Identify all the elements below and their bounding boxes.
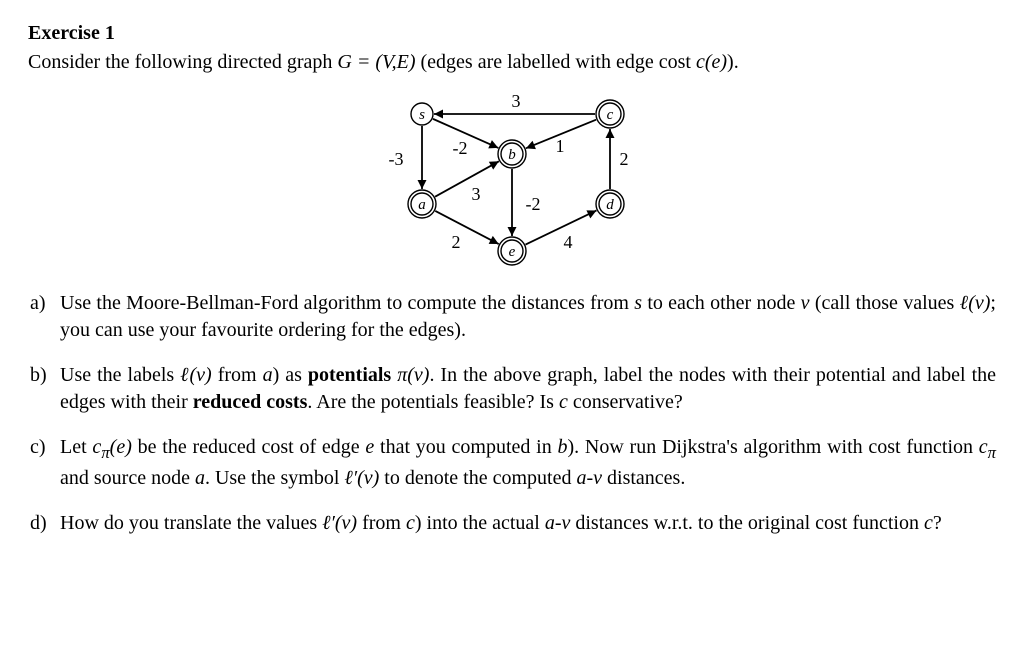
part-c-cpi: cπ(e): [92, 436, 131, 458]
part-c-a: a: [195, 467, 205, 489]
svg-text:-3: -3: [389, 149, 404, 169]
svg-text:2: 2: [620, 149, 629, 169]
part-b-c: c: [559, 391, 568, 413]
svg-text:a: a: [418, 197, 426, 213]
part-d-t4: distances w.r.t. to the original cost fu…: [570, 512, 924, 534]
part-a-t3: (call those values: [810, 292, 960, 314]
intro-end: ).: [727, 51, 739, 73]
part-b-t5: . Are the potentials feasible? Is: [307, 391, 559, 413]
exercise-title: Exercise 1: [28, 20, 996, 47]
svg-text:e: e: [509, 244, 516, 260]
part-b-lv: ℓ(v): [180, 364, 212, 386]
intro-line: Consider the following directed graph G …: [28, 49, 996, 76]
part-c-ee: e: [365, 436, 374, 458]
part-d-cc: c: [406, 512, 415, 534]
intro-graph: G = (V,E): [337, 51, 415, 73]
intro-prefix: Consider the following directed graph: [28, 51, 337, 73]
part-d-t3: ) into the actual: [415, 512, 545, 534]
part-d-c: c: [924, 512, 933, 534]
part-b-marker: b): [30, 362, 47, 389]
svg-text:s: s: [419, 107, 425, 123]
part-a-marker: a): [30, 290, 46, 317]
part-c-t7: to denote the computed: [379, 467, 576, 489]
svg-text:-2: -2: [453, 138, 468, 158]
exercise-parts: a) Use the Moore-Bellman-Ford algorithm …: [28, 290, 996, 537]
part-c-marker: c): [30, 434, 46, 461]
svg-text:4: 4: [564, 232, 573, 252]
part-c-t2: be the reduced cost of edge: [132, 436, 366, 458]
part-d: d) How do you translate the values ℓ′(v)…: [28, 510, 996, 537]
part-b-bold: potentials: [308, 364, 391, 386]
part-a-t2: to each other node: [642, 292, 801, 314]
svg-text:d: d: [606, 197, 614, 213]
svg-text:3: 3: [472, 184, 481, 204]
part-b-t6: conservative?: [568, 391, 683, 413]
part-c: c) Let cπ(e) be the reduced cost of edge…: [28, 434, 996, 492]
part-d-t1: How do you translate the values: [60, 512, 322, 534]
part-b-t3: ) as: [273, 364, 308, 386]
part-d-av: a-v: [545, 512, 571, 534]
part-d-lp: ℓ′(v): [322, 512, 357, 534]
part-c-lp: ℓ′(v): [344, 467, 379, 489]
part-a: a) Use the Moore-Bellman-Ford algorithm …: [28, 290, 996, 344]
part-c-t3: that you computed in: [374, 436, 557, 458]
part-b-pi: π(v): [391, 364, 429, 386]
part-c-cpi2: cπ: [979, 436, 996, 458]
part-b-t1: Use the labels: [60, 364, 180, 386]
svg-text:2: 2: [452, 232, 461, 252]
part-d-marker: d): [30, 510, 47, 537]
part-c-av: a-v: [576, 467, 602, 489]
intro-cost: c(e): [696, 51, 727, 73]
part-a-lv: ℓ(v): [960, 292, 991, 314]
part-c-bb: b: [558, 436, 568, 458]
svg-text:3: 3: [512, 91, 521, 111]
intro-suffix: (edges are labelled with edge cost: [416, 51, 696, 73]
part-c-t4: ). Now run Dijkstra's algorithm with cos…: [568, 436, 979, 458]
part-a-t1: Use the Moore-Bellman-Ford algorithm to …: [60, 292, 634, 314]
part-c-t1: Let: [60, 436, 92, 458]
svg-text:-2: -2: [526, 194, 541, 214]
part-b-t2: from: [212, 364, 263, 386]
graph-diagram: 3 -3 -2 1 2 3 -2 2 4 s c b a d e: [28, 86, 996, 276]
svg-text:c: c: [607, 107, 614, 123]
part-c-t5: and source node: [60, 467, 195, 489]
part-c-t6: . Use the symbol: [205, 467, 344, 489]
part-a-s: s: [634, 292, 642, 314]
part-d-t2: from: [357, 512, 406, 534]
part-b-bold2: reduced costs: [193, 391, 308, 413]
svg-text:b: b: [508, 147, 516, 163]
part-b: b) Use the labels ℓ(v) from a) as potent…: [28, 362, 996, 416]
part-b-a: a: [263, 364, 273, 386]
svg-text:1: 1: [556, 136, 565, 156]
part-a-v: v: [801, 292, 810, 314]
part-d-t5: ?: [933, 512, 942, 534]
part-c-t8: distances.: [602, 467, 685, 489]
